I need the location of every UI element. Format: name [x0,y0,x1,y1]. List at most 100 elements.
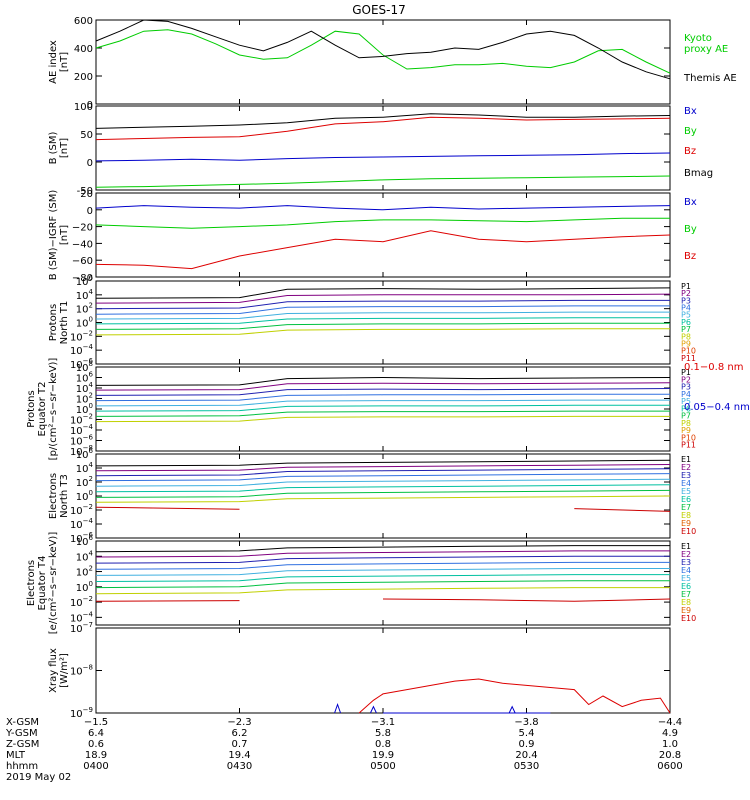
channel-label: E4 [681,479,691,488]
channel-line [95,415,670,423]
x-axis-row-label: Z-GSM [6,739,39,750]
series-group [95,205,671,270]
legend-entry: Bx [684,197,697,208]
y-tick-label: 10−6 [70,357,94,371]
x-axis-row-label: Y-GSM [5,728,38,739]
x-axis-value: 0430 [227,761,252,772]
y-axis-label-line: [nT] [59,138,70,158]
channel-line [95,459,671,467]
tick-exponent: 4 [89,549,94,557]
y-tick-label: 106 [76,534,94,548]
tick-base: 10 [76,583,89,594]
channel-label: P10 [681,347,696,356]
y-tick-label: 100 [76,489,93,503]
tick-base: 10 [70,709,83,720]
y-tick-label: 108 [76,360,93,374]
series-line [95,116,671,141]
legend-entry: 0.1−0.8 nm [684,362,743,373]
series-group [95,459,671,512]
channel-label: E3 [681,471,691,480]
y-axis-label-line: B (SM) [48,131,59,164]
series-line [95,217,670,229]
panel-b: 100 50 0 -50 B (SM)[nT] Bx By Bz Bmag [48,102,713,197]
channel-line [95,484,671,493]
y-tick-label: 104 [76,461,94,475]
y-tick-label: 10−2 [70,503,93,517]
tick-base: 10 [70,598,83,609]
y-axis-label-line: North T1 [59,301,70,345]
y-axis-label-line: Equator T4 [37,556,48,611]
channel-line [95,328,670,336]
legend-entry: Bmag [684,168,713,179]
tick-exponent: 4 [89,461,94,469]
channel-line [95,587,670,595]
channel-label: P6 [681,318,691,327]
y-tick-label: -50 [77,186,93,197]
legend-entry: 0.05−0.4 nm [684,402,750,413]
y-axis-label: B (SM)−IGRF (SM)[nT] [48,190,70,281]
channel-line [95,574,670,582]
channel-label: P8 [681,332,691,341]
y-tick-label: 50 [80,130,93,141]
tick-base: 10 [76,478,89,489]
series-line [95,230,671,270]
x-axis-value: 0.7 [232,739,248,750]
channel-line [95,580,670,589]
tick-base: 10 [70,534,83,545]
tick-exponent: −8 [83,444,93,452]
panel-frame [95,192,671,278]
channel-line [95,561,670,570]
panel-frame [95,540,671,626]
y-tick-label: 100 [76,402,93,416]
y-tick-label: −60 [72,256,93,267]
channel-label: E7 [681,503,691,512]
tick-base: 10 [70,667,83,678]
series-line [95,113,671,129]
tick-exponent: −4 [83,423,94,431]
tick-exponent: −2 [83,595,93,603]
channel-line [95,388,671,396]
series-group [95,287,671,336]
channel-label: P11 [681,354,696,363]
tick-exponent: 0 [89,580,93,588]
y-axis-label: ElectronsNorth T3 [48,473,70,519]
tick-exponent: −6 [83,434,94,442]
channel-label: P3 [681,383,691,392]
legend-entry: Bz [684,251,696,262]
channel-line [95,305,670,315]
channel-label: E7 [681,590,691,599]
channel-line [95,598,671,602]
legend-entry: Bz [684,146,696,157]
y-tick-label: 10−4 [70,423,94,437]
tick-base: 10 [76,464,89,475]
channel-line [95,410,670,417]
channel-line [95,568,670,576]
tick-base: 10 [70,360,83,371]
tick-base: 10 [76,450,89,461]
tick-exponent: 4 [89,288,94,296]
channel-label: P7 [681,412,691,421]
tick-base: 10 [76,537,89,548]
tick-base: 10 [76,568,89,579]
channel-label: E10 [681,614,696,623]
tick-exponent: −4 [83,517,94,525]
channel-label: E3 [681,558,691,567]
series-line [95,152,671,162]
tick-base: 10 [76,374,89,385]
tick-base: 10 [70,416,83,427]
y-axis-label: Xray flux[W/m²] [48,648,70,693]
y-tick-label: 106 [76,447,94,461]
tick-base: 10 [76,277,89,288]
y-axis-label-line: North T3 [59,474,70,518]
series-line [358,678,671,714]
channel-label: P6 [681,404,691,413]
x-axis-row-label: X-GSM [6,717,39,728]
y-tick-label: 106 [76,274,94,288]
tick-exponent: −6 [83,357,94,365]
series-group [334,678,671,714]
panel-frame [95,280,671,365]
y-tick-label: 10−8 [70,664,93,678]
